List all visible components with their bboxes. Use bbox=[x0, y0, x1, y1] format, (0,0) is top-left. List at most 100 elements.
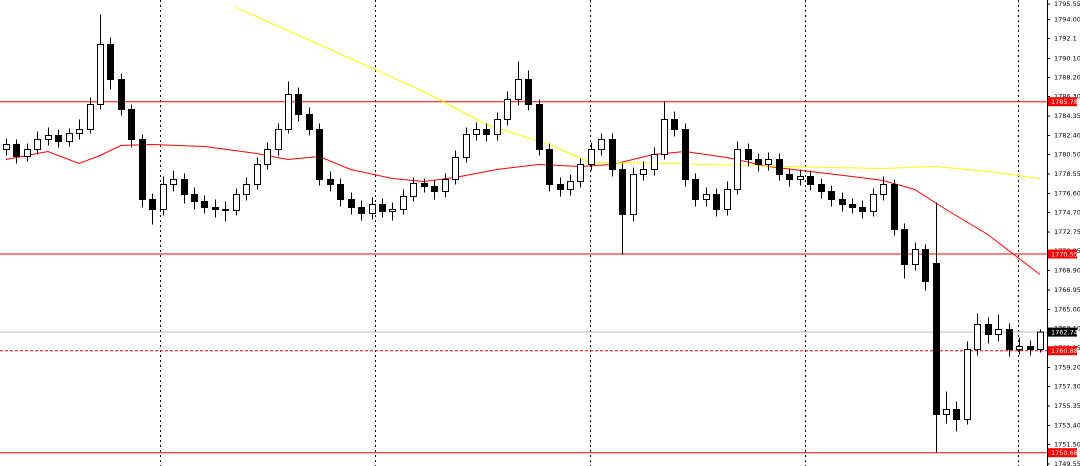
candle-body bbox=[525, 79, 532, 105]
candle-body bbox=[630, 174, 637, 215]
y-tick-label: 1795.55 bbox=[1054, 0, 1080, 8]
candle-body bbox=[515, 79, 522, 100]
candle-body bbox=[776, 159, 783, 175]
candle-body bbox=[348, 199, 355, 208]
candle-body bbox=[557, 184, 564, 190]
y-tick-label: 1759.20 bbox=[1054, 364, 1080, 372]
candle-body bbox=[953, 409, 960, 420]
level-label-box bbox=[1048, 346, 1077, 356]
candle-body bbox=[358, 207, 365, 214]
candle-body bbox=[859, 207, 866, 212]
y-tick-label: 1784.35 bbox=[1054, 112, 1080, 120]
candle-body bbox=[609, 139, 616, 170]
y-tick-label: 1749.55 bbox=[1054, 460, 1080, 466]
candle-body bbox=[661, 119, 668, 155]
candle-body bbox=[849, 204, 856, 208]
candle-body bbox=[839, 199, 846, 205]
candle-body bbox=[995, 329, 1002, 335]
candle-body bbox=[588, 149, 595, 165]
candle-body bbox=[24, 149, 31, 157]
candle-body bbox=[880, 184, 887, 195]
y-tick-label: 1753.40 bbox=[1054, 422, 1080, 430]
candle-body bbox=[463, 134, 470, 158]
candle-body bbox=[34, 139, 41, 150]
candle-body bbox=[201, 201, 208, 208]
candle-body bbox=[1006, 329, 1013, 350]
candle-body bbox=[974, 324, 981, 350]
candle-body bbox=[160, 184, 167, 210]
candle-body bbox=[452, 157, 459, 180]
candle-body bbox=[619, 169, 626, 215]
y-tick-label: 1765.00 bbox=[1054, 306, 1080, 314]
candle-body bbox=[421, 183, 428, 187]
plot-area bbox=[0, 7, 1047, 454]
candle-body bbox=[786, 174, 793, 180]
candle-body bbox=[285, 94, 292, 130]
candle-body bbox=[797, 176, 804, 180]
y-tick-label: 1776.60 bbox=[1054, 190, 1080, 198]
y-tick-label: 1772.75 bbox=[1054, 228, 1080, 236]
candle-body bbox=[577, 164, 584, 182]
candle-body bbox=[254, 164, 261, 185]
candle-body bbox=[118, 79, 125, 110]
candle-body bbox=[682, 129, 689, 180]
last-price-label: 1762.74 bbox=[1051, 329, 1078, 337]
candle-body bbox=[483, 129, 490, 135]
candle-body bbox=[1016, 346, 1023, 350]
candle-body bbox=[755, 159, 762, 165]
candle-body bbox=[45, 135, 52, 140]
candle-body bbox=[66, 133, 73, 142]
level-label-box bbox=[1048, 97, 1077, 107]
y-tick-label: 1778.55 bbox=[1054, 170, 1080, 178]
candle-body bbox=[651, 154, 658, 170]
level-label-box bbox=[1048, 448, 1077, 458]
candle-body bbox=[337, 184, 344, 200]
y-tick-label: 1792.1 bbox=[1054, 35, 1077, 43]
candle-body bbox=[504, 99, 511, 120]
candle-body bbox=[692, 179, 699, 200]
candle-body bbox=[410, 183, 417, 197]
level-label-box bbox=[1048, 249, 1077, 259]
candle-body bbox=[891, 184, 898, 230]
y-tick-label: 1788.20 bbox=[1054, 74, 1080, 82]
candle-body bbox=[264, 149, 271, 165]
candle-body bbox=[149, 199, 156, 210]
candle-body bbox=[922, 249, 929, 282]
y-tick-label: 1786.30 bbox=[1054, 93, 1080, 101]
level-label: 1750.68 bbox=[1051, 449, 1078, 457]
candle-body bbox=[107, 44, 114, 80]
candle-body bbox=[912, 249, 919, 265]
candle-body bbox=[55, 135, 62, 142]
candle-body bbox=[536, 104, 543, 150]
candle-body bbox=[233, 194, 240, 211]
candle-body bbox=[943, 409, 950, 415]
candle-body bbox=[567, 181, 574, 190]
y-tick-label: 1757.30 bbox=[1054, 383, 1080, 391]
candle-body bbox=[369, 204, 376, 214]
candle-body bbox=[640, 169, 647, 175]
candle-body bbox=[170, 179, 177, 185]
candle-body bbox=[473, 129, 480, 135]
y-tick-label: 1780.50 bbox=[1054, 151, 1080, 159]
candle-body bbox=[870, 194, 877, 212]
y-tick-label: 1774.70 bbox=[1054, 209, 1080, 217]
level-label: 1785.78 bbox=[1051, 98, 1078, 106]
y-tick-label: 1790.10 bbox=[1054, 55, 1080, 63]
candle-body bbox=[1037, 331, 1044, 351]
candle-body bbox=[139, 139, 146, 200]
candle-body bbox=[713, 194, 720, 210]
candle-body bbox=[598, 139, 605, 150]
y-tick-label: 1755.35 bbox=[1054, 402, 1080, 410]
candle-body bbox=[828, 191, 835, 200]
candle-body bbox=[243, 184, 250, 195]
candle-body bbox=[901, 229, 908, 265]
y-tick-label: 1768.90 bbox=[1054, 267, 1080, 275]
candle-body bbox=[964, 349, 971, 420]
candle-body bbox=[275, 129, 282, 150]
candle-body bbox=[87, 104, 94, 130]
candle-body bbox=[745, 149, 752, 160]
candle-body bbox=[546, 149, 553, 185]
candle-body bbox=[703, 194, 710, 200]
